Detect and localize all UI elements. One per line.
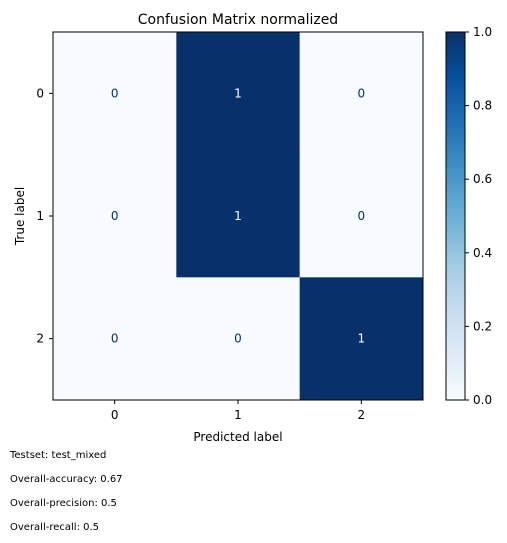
y-tick-label: 0 [36,86,44,100]
y-tick-label: 1 [36,209,44,223]
x-tick-label: 2 [358,408,366,422]
heatmap-cell-r0-c2 [299,32,424,156]
heatmap-cells [53,32,424,401]
heatmap-cell-r2-c0 [53,277,177,401]
colorbar-tick-label: 0.6 [473,172,492,186]
y-axis-ticks: 0 1 2 [36,86,53,346]
colorbar-tick-label: 1.0 [473,25,492,39]
colorbar-tick-label: 0.4 [473,246,492,260]
cell-value-r0-c1: 1 [234,86,242,100]
x-axis-label: Predicted label [193,430,282,444]
heatmap-cell-r1-c1 [176,154,301,278]
cell-value-r0-c2: 0 [358,86,366,100]
colorbar-tick-label: 0.8 [473,99,492,113]
colorbar-tick-label: 0.2 [473,319,492,333]
overall-accuracy-label: Overall-accuracy: 0.67 [10,474,123,485]
colorbar-tick-label: 0.0 [473,393,492,407]
heatmap-cell-r1-c2 [299,154,424,278]
heatmap-cell-labels: 0 1 0 0 1 0 0 0 1 [111,86,365,345]
colorbar [445,31,466,401]
heatmap-cell-r0-c0 [53,32,177,156]
cell-value-r1-c0: 0 [111,209,119,223]
colorbar-ticks: 0.0 0.2 0.4 0.6 0.8 1.0 [465,25,492,407]
y-tick-label: 2 [36,332,44,346]
overall-precision-label: Overall-precision: 0.5 [10,498,117,509]
chart-title: Confusion Matrix normalized [138,12,338,28]
heatmap-cell-r1-c0 [53,154,177,278]
heatmap-cell-r0-c1 [176,32,301,156]
testset-label: Testset: test_mixed [10,450,107,461]
overall-recall-label: Overall-recall: 0.5 [10,522,100,533]
cell-value-r0-c0: 0 [111,86,119,100]
cell-value-r1-c2: 0 [358,209,366,223]
cell-value-r1-c1: 1 [234,209,242,223]
cell-value-r2-c0: 0 [111,332,119,346]
heatmap-cell-r2-c1 [176,277,301,401]
x-tick-label: 0 [111,408,119,422]
x-tick-label: 1 [234,408,242,422]
cell-value-r2-c1: 0 [234,332,242,346]
y-axis-label: True label [13,187,27,246]
heatmap-cell-r2-c2 [299,277,424,401]
cell-value-r2-c2: 1 [358,332,366,346]
x-axis-ticks: 0 1 2 [111,400,365,422]
confusion-matrix-figure: Confusion Matrix normalized 0 1 0 0 1 0 0 0 1 0 1… [13,12,492,444]
